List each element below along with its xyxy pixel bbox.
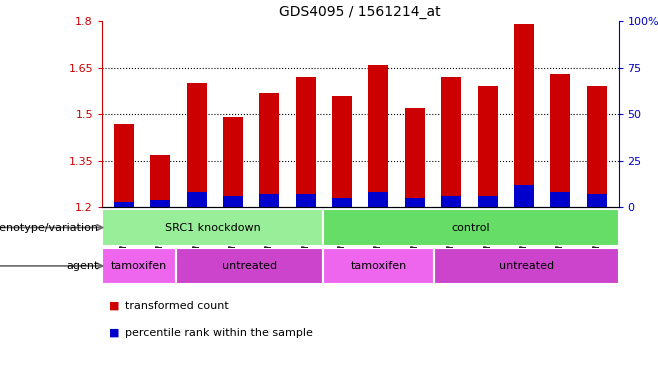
Text: untreated: untreated xyxy=(499,261,554,271)
Text: ■: ■ xyxy=(109,328,119,338)
Bar xyxy=(223,118,243,207)
Bar xyxy=(587,86,607,207)
Title: GDS4095 / 1561214_at: GDS4095 / 1561214_at xyxy=(280,5,441,19)
Bar xyxy=(368,192,388,207)
Text: untreated: untreated xyxy=(222,261,277,271)
Bar xyxy=(323,209,619,246)
Bar xyxy=(102,209,323,246)
Bar xyxy=(187,192,207,207)
Bar xyxy=(295,194,316,207)
Bar xyxy=(259,93,279,207)
Bar xyxy=(102,248,176,284)
Bar xyxy=(295,77,316,207)
Bar xyxy=(550,74,570,207)
Text: control: control xyxy=(451,222,490,233)
Bar xyxy=(442,196,461,207)
Bar xyxy=(405,108,425,207)
Bar xyxy=(150,155,170,207)
Bar xyxy=(187,83,207,207)
Bar xyxy=(150,200,170,207)
Bar xyxy=(514,24,534,207)
Bar xyxy=(114,202,134,207)
Bar xyxy=(442,77,461,207)
Bar xyxy=(514,185,534,207)
Text: SRC1 knockdown: SRC1 knockdown xyxy=(164,222,261,233)
Text: ■: ■ xyxy=(109,301,119,311)
Text: tamoxifen: tamoxifen xyxy=(351,261,407,271)
Bar xyxy=(114,124,134,207)
Bar xyxy=(478,196,497,207)
Text: genotype/variation: genotype/variation xyxy=(0,222,99,233)
Bar xyxy=(332,198,352,207)
Text: agent: agent xyxy=(66,261,99,271)
Bar xyxy=(550,192,570,207)
Text: transformed count: transformed count xyxy=(125,301,229,311)
Bar xyxy=(587,194,607,207)
Bar xyxy=(434,248,619,284)
Bar xyxy=(368,65,388,207)
Bar xyxy=(259,194,279,207)
Text: tamoxifen: tamoxifen xyxy=(111,261,167,271)
Bar xyxy=(478,86,497,207)
Bar xyxy=(323,248,434,284)
Bar xyxy=(223,196,243,207)
Bar xyxy=(405,198,425,207)
Bar xyxy=(176,248,323,284)
Bar xyxy=(332,96,352,207)
Text: percentile rank within the sample: percentile rank within the sample xyxy=(125,328,313,338)
